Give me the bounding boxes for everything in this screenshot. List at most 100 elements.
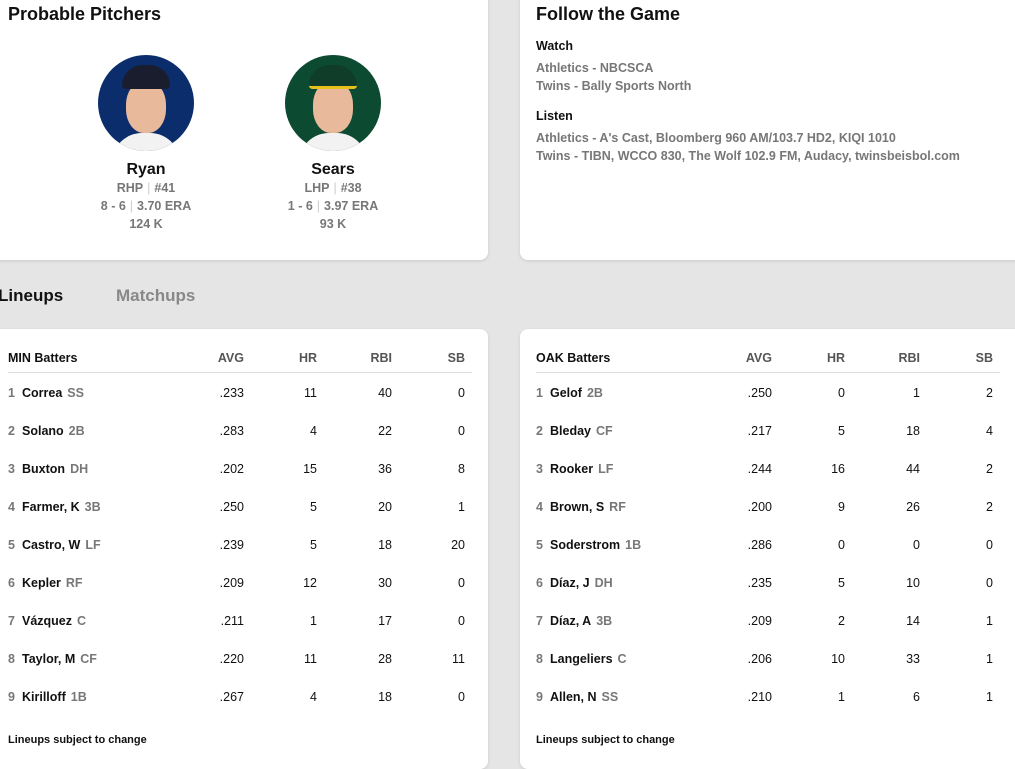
stat-sb: 0 bbox=[458, 690, 465, 704]
batter-row[interactable]: 5 Castro, W LF .239 5 18 20 bbox=[0, 538, 488, 558]
stat-hr: 0 bbox=[838, 386, 845, 400]
column-header-rbi: RBI bbox=[898, 351, 920, 365]
stat-sb: 0 bbox=[458, 614, 465, 628]
listen-item: Athletics - A's Cast, Bloomberg 960 AM/1… bbox=[536, 131, 896, 145]
pitcher-record: 8 - 6 bbox=[100, 199, 126, 213]
oak-lineup-card: OAK Batters AVG HR RBI SB 1 Gelof 2B .250 0 1 2 2 Ble… bbox=[520, 329, 1015, 769]
pitcher-number: #38 bbox=[340, 181, 362, 195]
batter-name[interactable]: Taylor, M bbox=[22, 652, 76, 666]
batter-row[interactable]: 1 Gelof 2B .250 0 1 2 bbox=[520, 386, 1015, 406]
stat-hr: 4 bbox=[310, 690, 317, 704]
stat-avg: .220 bbox=[219, 652, 244, 666]
batter-row[interactable]: 7 Díaz, A 3B .209 2 14 1 bbox=[520, 614, 1015, 634]
batting-order: 1 bbox=[536, 386, 543, 400]
batter-position: 2B bbox=[68, 424, 85, 438]
pitcher-name: Ryan bbox=[126, 161, 166, 178]
follow-game-card: Follow the Game Watch Athletics - NBCSCA… bbox=[520, 0, 1015, 260]
stat-rbi: 18 bbox=[906, 424, 920, 438]
batter-name[interactable]: Correa bbox=[22, 386, 63, 400]
batter-row[interactable]: 7 Vázquez C .211 1 17 0 bbox=[0, 614, 488, 634]
batter-position: C bbox=[617, 652, 627, 666]
stat-avg: .250 bbox=[219, 500, 244, 514]
stat-sb: 8 bbox=[458, 462, 465, 476]
stat-hr: 12 bbox=[303, 576, 317, 590]
stat-rbi: 10 bbox=[906, 576, 920, 590]
batter-row[interactable]: 6 Kepler RF .209 12 30 0 bbox=[0, 576, 488, 596]
batter-row[interactable]: 1 Correa SS .233 11 40 0 bbox=[0, 386, 488, 406]
stat-avg: .244 bbox=[747, 462, 772, 476]
stat-sb: 4 bbox=[986, 424, 993, 438]
batting-order: 6 bbox=[8, 576, 15, 590]
pitcher-headshot bbox=[285, 55, 381, 151]
batter-row[interactable]: 9 Allen, N SS .210 1 6 1 bbox=[520, 690, 1015, 710]
pitcher-sears[interactable]: Sears LHP | #38 1 - 6 | 3.97 ERA 93 K bbox=[253, 55, 413, 233]
batter-name[interactable]: Castro, W bbox=[22, 538, 81, 552]
batter-name[interactable]: Díaz, J bbox=[550, 576, 590, 590]
batter-position: 2B bbox=[586, 386, 603, 400]
pitcher-name: Sears bbox=[311, 161, 355, 178]
batter-name[interactable]: Kirilloff bbox=[22, 690, 66, 704]
batter-name[interactable]: Soderstrom bbox=[550, 538, 621, 552]
batter-name[interactable]: Langeliers bbox=[550, 652, 613, 666]
stat-rbi: 44 bbox=[906, 462, 920, 476]
batter-row[interactable]: 4 Farmer, K 3B .250 5 20 1 bbox=[0, 500, 488, 520]
batter-name[interactable]: Bleday bbox=[550, 424, 591, 438]
header-divider bbox=[8, 372, 472, 373]
stat-sb: 1 bbox=[986, 614, 993, 628]
pitcher-era: 3.97 ERA bbox=[324, 199, 379, 213]
batter-name[interactable]: Gelof bbox=[550, 386, 582, 400]
batter-name[interactable]: Kepler bbox=[22, 576, 61, 590]
batter-row[interactable]: 4 Brown, S RF .200 9 26 2 bbox=[520, 500, 1015, 520]
column-header-hr: HR bbox=[826, 351, 845, 365]
pitcher-strikeouts: 124 K bbox=[129, 217, 163, 231]
stat-hr: 9 bbox=[838, 500, 845, 514]
batter-row[interactable]: 8 Taylor, M CF .220 11 28 11 bbox=[0, 652, 488, 672]
batter-row[interactable]: 2 Solano 2B .283 4 22 0 bbox=[0, 424, 488, 444]
probable-pitchers-title: Probable Pitchers bbox=[8, 4, 162, 24]
batter-name[interactable]: Farmer, K bbox=[22, 500, 80, 514]
follow-game-title: Follow the Game bbox=[536, 4, 681, 24]
stat-hr: 11 bbox=[304, 386, 317, 400]
batter-name[interactable]: Brown, S bbox=[550, 500, 605, 514]
stat-sb: 20 bbox=[451, 538, 465, 552]
watch-item: Twins - Bally Sports North bbox=[536, 79, 692, 93]
batter-row[interactable]: 8 Langeliers C .206 10 33 1 bbox=[520, 652, 1015, 672]
batter-name[interactable]: Allen, N bbox=[550, 690, 597, 704]
stat-rbi: 36 bbox=[378, 462, 392, 476]
stat-sb: 2 bbox=[986, 462, 993, 476]
stat-sb: 0 bbox=[986, 576, 993, 590]
batting-order: 7 bbox=[536, 614, 543, 628]
batting-order: 3 bbox=[8, 462, 15, 476]
tab-matchups[interactable]: Matchups bbox=[116, 286, 196, 305]
batter-row[interactable]: 2 Bleday CF .217 5 18 4 bbox=[520, 424, 1015, 444]
batter-name[interactable]: Buxton bbox=[22, 462, 66, 476]
team-batters-header: OAK Batters bbox=[536, 351, 611, 365]
batter-row[interactable]: 6 Díaz, J DH .235 5 10 0 bbox=[520, 576, 1015, 596]
pitcher-ryan[interactable]: Ryan RHP | #41 8 - 6 | 3.70 ERA 124 K bbox=[66, 55, 226, 233]
tab-lineups[interactable]: Lineups bbox=[0, 286, 64, 305]
stat-sb: 1 bbox=[458, 500, 465, 514]
batting-order: 6 bbox=[536, 576, 543, 590]
batter-name[interactable]: Rooker bbox=[550, 462, 594, 476]
batting-order: 4 bbox=[8, 500, 15, 514]
pitcher-throws: LHP bbox=[304, 181, 330, 195]
batting-order: 2 bbox=[536, 424, 543, 438]
batter-row[interactable]: 3 Rooker LF .244 16 44 2 bbox=[520, 462, 1015, 482]
stat-hr: 2 bbox=[838, 614, 845, 628]
stat-sb: 0 bbox=[458, 576, 465, 590]
batter-row[interactable]: 9 Kirilloff 1B .267 4 18 0 bbox=[0, 690, 488, 710]
batter-name[interactable]: Díaz, A bbox=[550, 614, 592, 628]
batter-row[interactable]: 5 Soderstrom 1B .286 0 0 0 bbox=[520, 538, 1015, 558]
batter-name[interactable]: Vázquez bbox=[22, 614, 73, 628]
batter-position: LF bbox=[85, 538, 101, 552]
stat-hr: 0 bbox=[838, 538, 845, 552]
batter-name[interactable]: Solano bbox=[22, 424, 64, 438]
watch-item: Athletics - NBCSCA bbox=[536, 61, 654, 75]
stat-hr: 1 bbox=[838, 690, 845, 704]
batter-position: 3B bbox=[596, 614, 613, 628]
stat-rbi: 22 bbox=[378, 424, 392, 438]
stat-rbi: 6 bbox=[913, 690, 920, 704]
batter-row[interactable]: 3 Buxton DH .202 15 36 8 bbox=[0, 462, 488, 482]
stat-sb: 2 bbox=[986, 386, 993, 400]
batter-position: RF bbox=[609, 500, 626, 514]
